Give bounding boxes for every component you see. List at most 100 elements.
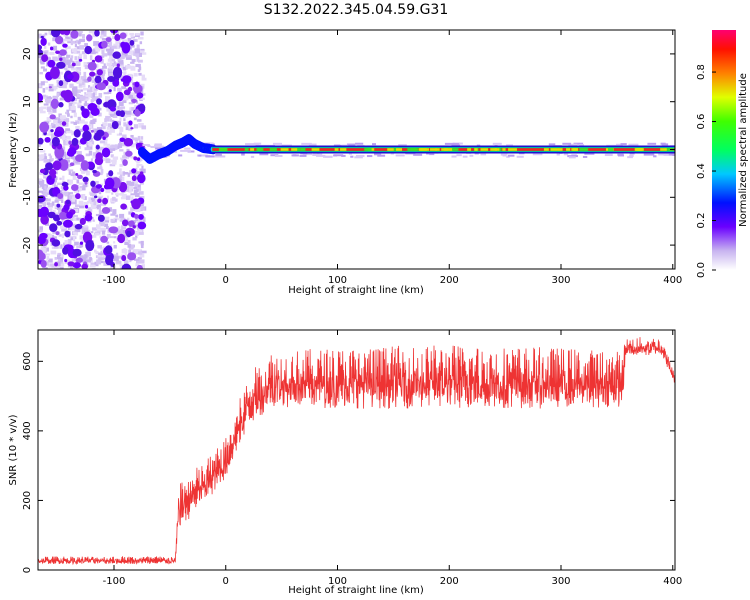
noise-speckle <box>75 125 80 129</box>
noise-blob <box>122 159 128 167</box>
noise-speckle <box>91 227 98 231</box>
noise-speckle <box>79 95 86 100</box>
noise-blob <box>55 231 60 236</box>
noise-speckle <box>123 73 126 78</box>
noise-speckle <box>96 205 102 210</box>
noise-speckle <box>101 38 107 41</box>
noise-speckle <box>92 155 96 159</box>
noise-speckle <box>73 236 76 242</box>
noise-speckle <box>84 147 91 151</box>
noise-speckle <box>86 259 91 263</box>
noise-speckle <box>107 85 114 89</box>
noise-speckle <box>97 107 102 111</box>
noise-speckle <box>70 35 74 40</box>
noise-speckle <box>120 197 127 200</box>
noise-speckle <box>92 99 99 102</box>
noise-speckle <box>111 58 115 62</box>
noise-blob <box>97 214 105 222</box>
colorbar-gradient <box>712 30 736 270</box>
noise-speckle <box>58 267 62 269</box>
noise-speckle <box>71 48 78 53</box>
noise-blob <box>87 103 98 112</box>
noise-speckle <box>135 207 141 213</box>
noise-speckle <box>86 255 90 260</box>
noise-speckle <box>71 91 77 97</box>
signal-halo <box>372 143 376 146</box>
noise-speckle <box>118 101 124 107</box>
noise-speckle <box>141 264 146 269</box>
noise-speckle <box>110 148 116 151</box>
noise-blob <box>76 174 83 180</box>
noise-speckle <box>134 167 138 172</box>
noise-speckle <box>127 243 132 248</box>
snr-axes: -100 0 100 200 300 400 0 200 400 600 <box>22 330 682 587</box>
noise-speckle <box>57 118 60 124</box>
signal-halo <box>316 154 326 157</box>
noise-speckle <box>76 151 82 155</box>
noise-speckle <box>39 106 44 112</box>
noise-speckle <box>130 61 135 64</box>
noise-blob <box>120 78 125 82</box>
noise-speckle <box>54 265 60 269</box>
noise-speckle <box>98 207 101 213</box>
noise-blob <box>49 114 56 120</box>
noise-blob <box>67 147 77 156</box>
noise-speckle <box>132 143 138 146</box>
noise-speckle <box>135 218 139 222</box>
noise-speckle <box>91 234 97 238</box>
noise-speckle <box>74 43 77 48</box>
noise-speckle <box>71 259 75 262</box>
noise-speckle <box>77 116 81 121</box>
noise-speckle <box>57 252 62 257</box>
noise-speckle <box>123 137 128 140</box>
signal-line-spot <box>450 148 459 151</box>
noise-speckle <box>139 50 145 55</box>
noise-blob <box>79 217 86 226</box>
noise-speckle <box>94 73 98 77</box>
noise-speckle <box>124 241 130 246</box>
noise-speckle <box>59 71 63 75</box>
noise-blob <box>127 252 137 261</box>
noise-speckle <box>66 54 71 58</box>
noise-speckle <box>48 88 54 92</box>
noise-blob <box>130 127 134 130</box>
noise-speckle <box>118 143 123 148</box>
noise-speckle <box>73 51 79 54</box>
noise-speckle <box>89 264 96 268</box>
noise-speckle <box>137 69 141 72</box>
noise-speckle <box>64 260 71 264</box>
signal-line-spot <box>543 148 549 151</box>
noise-speckle <box>67 46 71 50</box>
noise-speckle <box>128 211 134 215</box>
signal-halo <box>573 142 584 145</box>
noise-speckle <box>56 254 61 260</box>
noise-speckle <box>74 98 78 101</box>
noise-speckle <box>64 38 71 42</box>
noise-blob <box>120 203 127 210</box>
noise-speckle <box>44 32 48 36</box>
noise-speckle <box>106 241 110 244</box>
noise-speckle <box>57 257 61 263</box>
noise-speckle <box>140 168 146 174</box>
signal-halo <box>373 153 382 156</box>
noise-speckle <box>69 195 75 200</box>
noise-speckle <box>120 142 127 147</box>
signal-halo <box>346 143 356 146</box>
noise-blob <box>132 225 136 229</box>
signal-line-spot <box>269 148 277 151</box>
noise-speckle <box>128 50 132 55</box>
noise-speckle <box>62 136 66 141</box>
x-tick-label: 0 <box>223 576 229 587</box>
noise-speckle <box>90 192 96 195</box>
noise-speckle <box>136 119 142 122</box>
noise-speckle <box>100 203 106 206</box>
signal-halo <box>241 153 245 156</box>
noise-speckle <box>90 262 96 266</box>
signal-halo <box>313 152 323 155</box>
noise-blob <box>38 208 44 218</box>
noise-speckle <box>70 121 75 124</box>
noise-speckle <box>108 65 114 69</box>
noise-speckle <box>83 103 90 107</box>
